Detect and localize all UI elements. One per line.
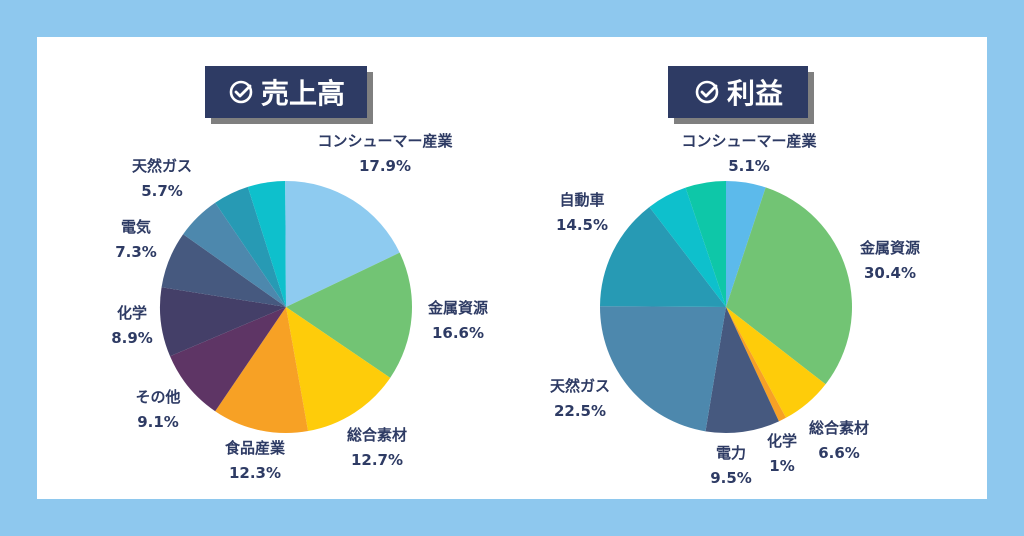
- pie-slice: [286, 252, 412, 378]
- pie-slice: [183, 202, 286, 307]
- pie-slice: [726, 187, 853, 385]
- profit-title: 利益: [726, 77, 783, 110]
- pie-slice-unlabeled: [285, 180, 286, 307]
- slice-category-label: 自動車: [559, 191, 604, 209]
- pie-slice-unlabeled: [247, 181, 286, 307]
- slice-category-label: 天然ガス: [550, 377, 610, 395]
- slice-category-label: 総合素材: [347, 426, 407, 444]
- slice-category-label: コンシューマー産業: [681, 132, 817, 150]
- pie-slice: [161, 234, 286, 307]
- check-circle-icon: [229, 80, 253, 104]
- header-box: 売上高: [205, 66, 367, 118]
- slice-category-label: 電力: [716, 444, 746, 462]
- slice-category-label: 総合素材: [809, 419, 869, 437]
- slice-category-label: 金属資源: [859, 239, 920, 257]
- slice-value-label: 16.6%: [432, 324, 484, 342]
- slice-value-label: 12.7%: [351, 451, 403, 469]
- slice-category-label: 化学: [117, 304, 147, 322]
- profit-header: 利益: [668, 66, 814, 124]
- pie-slice: [159, 287, 286, 357]
- sales-header: 売上高: [205, 66, 373, 124]
- sales-title: 売上高: [260, 77, 345, 110]
- slice-value-label: 9.5%: [710, 469, 752, 487]
- pie-slice: [286, 307, 391, 432]
- pie-slice: [599, 306, 726, 432]
- slice-category-label: 電気: [121, 218, 151, 236]
- slice-value-label: 5.7%: [141, 182, 183, 200]
- pie-slice: [286, 181, 400, 307]
- pie-slice: [170, 307, 286, 412]
- slice-value-label: 12.3%: [229, 464, 281, 482]
- slice-category-label: その他: [135, 388, 180, 406]
- slice-value-label: 14.5%: [556, 216, 608, 234]
- pie-slice: [705, 307, 779, 433]
- slice-category-label: 天然ガス: [132, 157, 192, 175]
- pie-slice: [726, 307, 826, 418]
- pie-slice: [600, 206, 726, 307]
- header-box: 利益: [668, 66, 808, 118]
- slice-value-label: 7.3%: [115, 243, 157, 261]
- slice-value-label: 17.9%: [359, 157, 411, 175]
- pie-slice: [215, 307, 309, 434]
- slice-category-label: 化学: [767, 432, 797, 450]
- pie-slice-unlabeled: [649, 187, 726, 307]
- slice-value-label: 9.1%: [137, 413, 179, 431]
- slice-value-label: 8.9%: [111, 329, 153, 347]
- pie-slice: [726, 181, 766, 307]
- slice-category-label: 金属資源: [427, 299, 488, 317]
- slice-value-label: 22.5%: [554, 402, 606, 420]
- slice-value-label: 6.6%: [818, 444, 860, 462]
- pie-slice-unlabeled: [215, 186, 286, 307]
- pie-slice-unlabeled: [685, 181, 726, 307]
- slice-category-label: 食品産業: [225, 439, 286, 457]
- slice-category-label: コンシューマー産業: [317, 132, 453, 150]
- check-circle-icon: [695, 80, 719, 104]
- slice-value-label: 1%: [769, 457, 794, 475]
- slice-value-label: 30.4%: [864, 264, 916, 282]
- slice-value-label: 5.1%: [728, 157, 770, 175]
- pie-slice: [726, 307, 787, 422]
